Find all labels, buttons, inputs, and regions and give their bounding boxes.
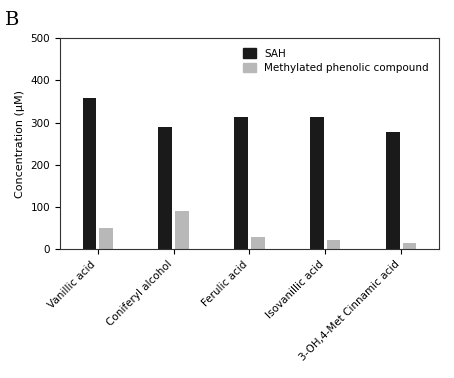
Bar: [251, 237, 265, 249]
Bar: [175, 211, 189, 249]
Bar: [99, 228, 113, 249]
Y-axis label: Concentration (μM): Concentration (μM): [15, 90, 25, 198]
Bar: [158, 127, 172, 249]
Bar: [327, 240, 340, 249]
Legend: SAH, Methylated phenolic compound: SAH, Methylated phenolic compound: [238, 43, 434, 78]
Text: B: B: [5, 11, 19, 29]
Bar: [403, 243, 416, 249]
Bar: [310, 118, 324, 249]
Bar: [234, 118, 248, 249]
Bar: [83, 98, 96, 249]
Bar: [386, 132, 400, 249]
